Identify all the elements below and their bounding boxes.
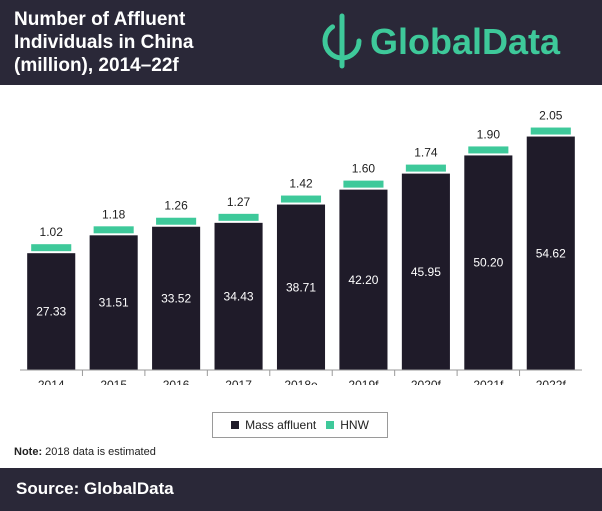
bar-hnw-2020f [405, 164, 446, 172]
data-label-hnw-2014: 1.02 [40, 225, 64, 239]
bar-mass-affluent-2021f [464, 155, 513, 370]
bar-mass-affluent-2022f [526, 136, 575, 370]
x-tick-label-2021f: 2021f [473, 378, 504, 385]
footnote: Note: 2018 data is estimated [14, 446, 156, 458]
bar-hnw-2016 [156, 217, 197, 225]
data-label-hnw-2020f: 1.74 [414, 146, 438, 160]
bar-hnw-2021f [468, 146, 509, 154]
bar-mass-affluent-2016 [152, 226, 201, 370]
legend-label-hnw: HNW [340, 418, 369, 432]
stacked-bar-chart: 27.33 1.02 31.51 1.18 33.52 1.26 34.43 1.27 38.7… [20, 109, 582, 385]
x-tick-label-2016: 2016 [163, 378, 190, 385]
bar-hnw-2015 [93, 226, 134, 234]
source-text: Source: GlobalData [16, 479, 174, 498]
data-label-mass-affluent-2014: 27.33 [36, 305, 66, 319]
data-label-hnw-2021f: 1.90 [477, 127, 501, 141]
data-label-mass-affluent-2017: 34.43 [224, 289, 254, 303]
legend-label-mass-affluent: Mass affluent [245, 418, 317, 432]
data-label-mass-affluent-2021f: 50.20 [473, 256, 503, 270]
chart-title: Number of Affluent Individuals in China … [14, 9, 194, 76]
footnote-text: 2018 data is estimated [42, 446, 156, 458]
legend-item-mass-affluent: Mass affluent [231, 418, 316, 432]
bar-hnw-2017 [218, 213, 259, 221]
data-label-mass-affluent-2019f: 42.20 [348, 273, 378, 287]
bar-hnw-2018e [280, 195, 322, 203]
bar-mass-affluent-2019f [339, 189, 388, 370]
data-label-hnw-2022f: 2.05 [539, 109, 563, 123]
x-tick-label-2022f: 2022f [536, 378, 567, 385]
x-tick-label-2018e: 2018e [284, 378, 318, 385]
data-label-hnw-2015: 1.18 [102, 207, 126, 221]
data-label-hnw-2018e: 1.42 [289, 177, 313, 191]
bar-hnw-2019f [343, 180, 384, 188]
legend-swatch-mass-affluent [231, 421, 240, 429]
x-tick-label-2014: 2014 [38, 378, 65, 385]
bar-mass-affluent-2015 [89, 235, 138, 370]
footer-banner: Source: GlobalData [0, 468, 602, 511]
bar-hnw-2022f [530, 127, 571, 135]
globaldata-logo: GlobalData [322, 13, 561, 69]
bar-mass-affluent-2017 [214, 222, 263, 370]
data-label-hnw-2016: 1.26 [164, 199, 188, 213]
legend: Mass affluent HNW [212, 412, 388, 438]
x-tick-group: 2014 2015 2016 2017 2018e 2019f 2020f 2021f 2022… [38, 370, 567, 385]
x-tick-label-2020f: 2020f [411, 378, 442, 385]
bars-group: 27.33 1.02 31.51 1.18 33.52 1.26 34.43 1.27 38.7… [27, 109, 575, 370]
x-tick-label-2019f: 2019f [348, 378, 379, 385]
x-tick-label-2017: 2017 [225, 378, 252, 385]
data-label-mass-affluent-2020f: 45.95 [411, 265, 441, 279]
globaldata-logo-mark [322, 13, 362, 69]
footnote-label: Note: [14, 446, 43, 458]
bar-hnw-2014 [31, 244, 72, 252]
data-label-hnw-2019f: 1.60 [352, 162, 376, 176]
data-label-mass-affluent-2016: 33.52 [161, 291, 191, 305]
bar-mass-affluent-2018e [276, 204, 326, 370]
data-label-hnw-2017: 1.27 [227, 195, 251, 209]
globaldata-logo-text: GlobalData [370, 21, 561, 62]
data-label-mass-affluent-2018e: 38.71 [286, 280, 316, 294]
legend-item-hnw: HNW [326, 418, 369, 432]
header-banner: Number of Affluent Individuals in China … [0, 0, 602, 85]
bar-mass-affluent-2020f [401, 173, 450, 370]
x-tick-label-2015: 2015 [100, 378, 127, 385]
legend-swatch-hnw [326, 421, 335, 429]
data-label-mass-affluent-2022f: 54.62 [536, 246, 566, 260]
data-label-mass-affluent-2015: 31.51 [99, 296, 129, 310]
bar-mass-affluent-2014 [27, 253, 76, 370]
